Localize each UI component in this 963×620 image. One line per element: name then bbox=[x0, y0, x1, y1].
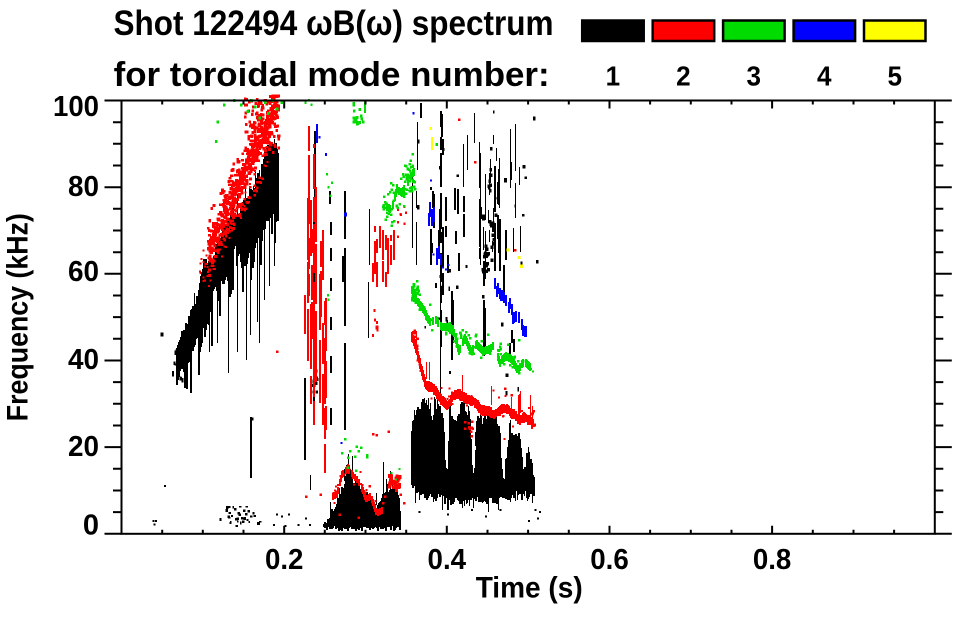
svg-text:3: 3 bbox=[747, 60, 762, 91]
svg-text:0.6: 0.6 bbox=[590, 544, 629, 576]
svg-text:100: 100 bbox=[53, 91, 99, 123]
svg-text:60: 60 bbox=[68, 256, 99, 288]
svg-text:0: 0 bbox=[83, 510, 99, 542]
svg-text:4: 4 bbox=[817, 60, 832, 91]
svg-text:0.8: 0.8 bbox=[753, 544, 792, 576]
svg-text:Shot 122494 ωB(ω) spectrum: Shot 122494 ωB(ω) spectrum bbox=[114, 5, 554, 44]
svg-text:0.2: 0.2 bbox=[265, 544, 304, 576]
svg-text:Time (s): Time (s) bbox=[476, 571, 583, 604]
svg-text:Frequency (kHz): Frequency (kHz) bbox=[2, 213, 35, 421]
svg-text:20: 20 bbox=[68, 431, 99, 463]
svg-text:0.4: 0.4 bbox=[428, 544, 467, 576]
svg-text:1: 1 bbox=[606, 60, 621, 91]
svg-text:for toroidal mode number:: for toroidal mode number: bbox=[114, 56, 550, 94]
svg-text:5: 5 bbox=[887, 60, 902, 91]
svg-text:40: 40 bbox=[68, 344, 99, 376]
svg-text:2: 2 bbox=[676, 60, 691, 91]
svg-text:80: 80 bbox=[68, 171, 99, 203]
